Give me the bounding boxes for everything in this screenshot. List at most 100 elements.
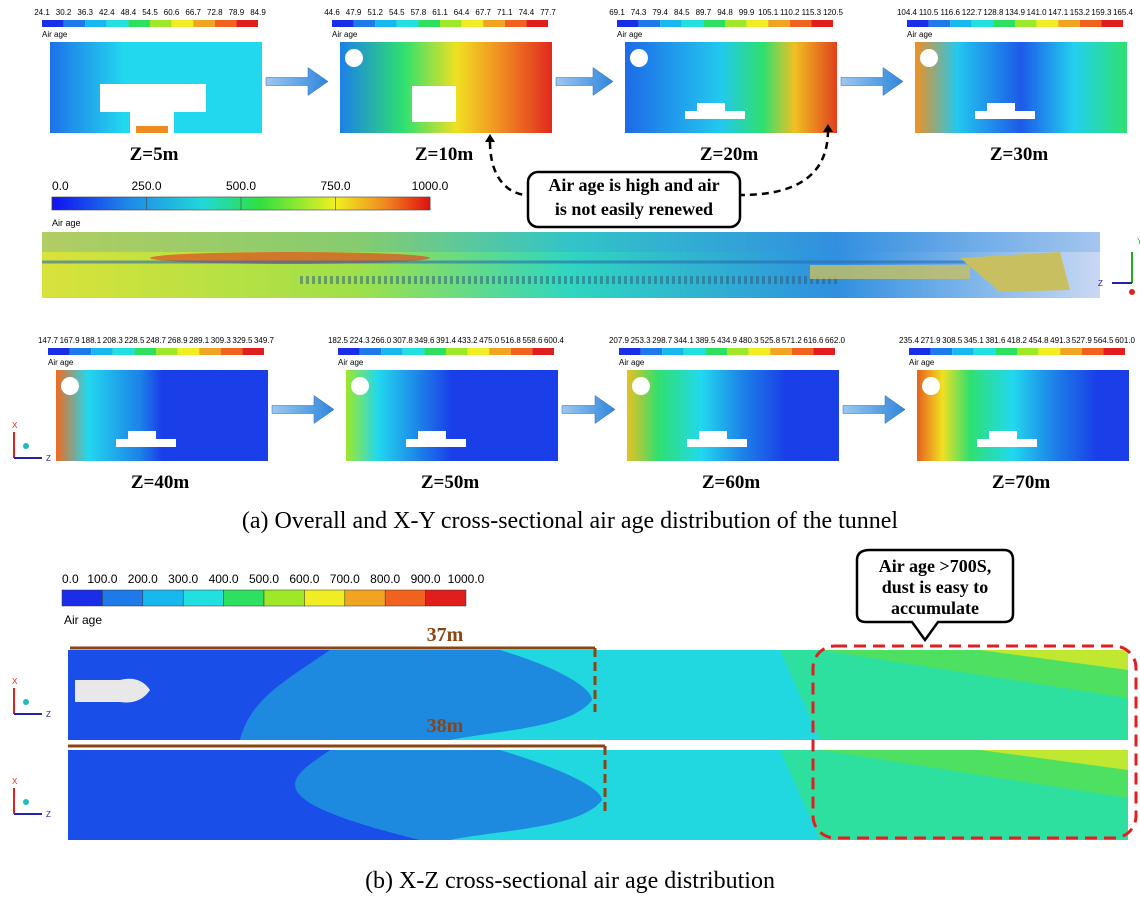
colorbar-label: Air age bbox=[619, 358, 645, 367]
colorbar-segment bbox=[424, 348, 446, 355]
colorbar-segment bbox=[236, 20, 258, 27]
colorbar-segment bbox=[747, 20, 769, 27]
machine bbox=[116, 439, 176, 447]
colorbar-segment bbox=[48, 348, 70, 355]
section-label: Z=60m bbox=[702, 472, 760, 493]
contour bbox=[625, 42, 837, 133]
colorbar-tick: 48.4 bbox=[121, 8, 137, 17]
machine bbox=[685, 111, 745, 119]
colorbar-segment bbox=[178, 348, 200, 355]
colorbar-segment bbox=[792, 348, 814, 355]
duct bbox=[922, 377, 940, 395]
colorbar-tick: 44.6 bbox=[324, 8, 340, 17]
axis-dot bbox=[23, 443, 29, 449]
colorbar-segment bbox=[662, 348, 684, 355]
colorbar-tick: 30.2 bbox=[56, 8, 72, 17]
colorbar-tick: 61.1 bbox=[432, 8, 448, 17]
flow-arrow bbox=[272, 396, 334, 424]
colorbar-segment bbox=[952, 348, 974, 355]
colorbar-tick: 105.1 bbox=[758, 8, 779, 17]
colorbar-tick: 391.4 bbox=[436, 336, 457, 345]
colorbar-segment bbox=[1103, 348, 1125, 355]
colorbar-segment bbox=[684, 348, 706, 355]
colorbar-tick: 84.5 bbox=[674, 8, 690, 17]
colorbar-segment bbox=[619, 348, 641, 355]
colorbar-segment bbox=[995, 348, 1017, 355]
machine bbox=[75, 679, 150, 703]
colorbar-tick: 600.0 bbox=[289, 572, 319, 586]
colorbar-segment bbox=[426, 590, 466, 606]
axis-dot bbox=[23, 799, 29, 805]
colorbar-segment bbox=[682, 20, 704, 27]
colorbar-tick: 67.7 bbox=[475, 8, 491, 17]
colorbar-segment bbox=[360, 348, 382, 355]
machine bbox=[989, 431, 1017, 439]
colorbar-segment bbox=[725, 20, 747, 27]
axis-label: Z bbox=[1098, 279, 1103, 288]
colorbar-segment bbox=[505, 20, 527, 27]
colorbar-tick: 116.6 bbox=[940, 8, 960, 17]
colorbar-tick: 800.0 bbox=[370, 572, 400, 586]
colorbar-segment bbox=[1060, 348, 1082, 355]
section-label: Z=5m bbox=[130, 144, 179, 165]
colorbar-tick: 134.9 bbox=[1005, 8, 1026, 17]
colorbar-segment bbox=[385, 590, 425, 606]
colorbar-label: Air age bbox=[42, 30, 68, 39]
colorbar-segment bbox=[483, 20, 505, 27]
colorbar-tick: 228.5 bbox=[124, 336, 145, 345]
colorbar-tick: 0.0 bbox=[62, 572, 79, 586]
colorbar-tick: 54.5 bbox=[389, 8, 405, 17]
colorbar-tick: 491.3 bbox=[1050, 336, 1071, 345]
colorbar-tick: 99.9 bbox=[739, 8, 755, 17]
colorbar-segment bbox=[790, 20, 812, 27]
colorbar-label: Air age bbox=[909, 358, 935, 367]
colorbar-tick: 60.6 bbox=[164, 8, 180, 17]
section-label: Z=10m bbox=[415, 144, 473, 165]
colorbar-tick: 153.2 bbox=[1070, 8, 1091, 17]
colorbar-segment bbox=[813, 348, 835, 355]
colorbar-tick: 54.5 bbox=[142, 8, 158, 17]
colorbar-segment bbox=[403, 348, 425, 355]
colorbar-tick: 57.8 bbox=[411, 8, 427, 17]
colorbar-label: Air age bbox=[338, 358, 364, 367]
colorbar-segment bbox=[264, 590, 304, 606]
contour bbox=[346, 370, 558, 461]
colorbar-tick: 147.7 bbox=[38, 336, 59, 345]
colorbar-segment bbox=[221, 348, 243, 355]
colorbar-segment bbox=[1058, 20, 1080, 27]
colorbar-tick: 525.8 bbox=[760, 336, 781, 345]
flow-arrow bbox=[562, 396, 615, 424]
contour bbox=[917, 370, 1129, 461]
leader bbox=[490, 142, 528, 195]
colorbar-tick: 72.8 bbox=[207, 8, 223, 17]
colorbar-segment bbox=[242, 348, 264, 355]
caption: (a) Overall and X-Y cross-sectional air … bbox=[242, 508, 899, 534]
colorbar-tick: 349.6 bbox=[414, 336, 435, 345]
colorbar-tick: 147.1 bbox=[1048, 8, 1069, 17]
colorbar-tick: 79.4 bbox=[652, 8, 668, 17]
colorbar-segment bbox=[972, 20, 994, 27]
colorbar-tick: 475.0 bbox=[479, 336, 500, 345]
colorbar-segment bbox=[993, 20, 1015, 27]
machine bbox=[100, 84, 206, 112]
colorbar-segment bbox=[113, 348, 135, 355]
colorbar-segment bbox=[64, 20, 86, 27]
contour bbox=[56, 370, 268, 461]
colorbar-tick: 389.5 bbox=[695, 336, 716, 345]
colorbar-tick: 188.1 bbox=[81, 336, 102, 345]
colorbar-tick: 182.5 bbox=[328, 336, 349, 345]
colorbar-label: Air age bbox=[907, 30, 933, 39]
colorbar-segment bbox=[375, 20, 397, 27]
callout-text: Air age is high and air bbox=[548, 175, 719, 195]
colorbar-tick: 74.4 bbox=[519, 8, 535, 17]
colorbar-tick: 1000.0 bbox=[412, 179, 449, 193]
colorbar-segment bbox=[107, 20, 129, 27]
colorbar-tick: 349.7 bbox=[254, 336, 275, 345]
colorbar-segment bbox=[532, 348, 554, 355]
duct bbox=[345, 49, 363, 67]
dimension-label: 38m bbox=[427, 715, 464, 737]
colorbar-tick: 77.7 bbox=[540, 8, 556, 17]
axis-dot bbox=[23, 699, 29, 705]
duct bbox=[920, 49, 938, 67]
flow-arrow bbox=[843, 396, 905, 424]
